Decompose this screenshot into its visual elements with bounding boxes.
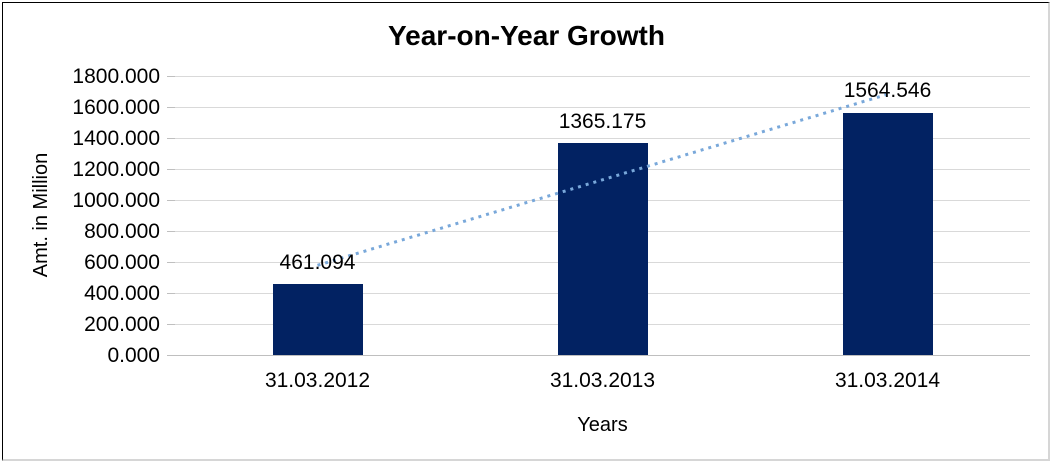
y-axis-tick [167,231,175,232]
y-tick-label: 1800.000 [72,65,160,88]
x-axis-title: Years [577,414,628,436]
bar-31.03.2014 [842,112,933,355]
data-label: 461.094 [279,250,356,274]
y-tick-label: 1600.000 [72,96,160,119]
y-tick-label: 200.000 [84,313,160,336]
y-axis-tick [167,107,175,108]
y-tick-label: 400.000 [84,282,160,305]
data-label: 1564.546 [843,79,932,103]
gridline [175,107,1030,108]
chart-title: Year-on-Year Growth [388,20,665,51]
y-tick-label: 800.000 [84,220,160,243]
gridline [175,76,1030,77]
y-tick-label: 0.000 [107,344,160,367]
y-axis-tick [167,200,175,201]
x-tick-label: 31.03.2012 [264,369,371,392]
x-tick-label: 31.03.2013 [549,369,656,392]
y-axis-tick [167,293,175,294]
data-label: 1365.175 [558,110,647,134]
y-axis-tick [167,262,175,263]
y-tick-label: 600.000 [84,251,160,274]
y-axis-tick [167,355,175,356]
x-axis-line [175,355,1030,356]
y-axis-tick [167,76,175,77]
y-axis-tick [167,138,175,139]
y-tick-label: 1000.000 [72,189,160,212]
y-tick-label: 1400.000 [72,127,160,150]
y-axis-tick [167,169,175,170]
bar-31.03.2012 [272,283,363,355]
bar-31.03.2013 [557,143,648,355]
y-axis-tick [167,324,175,325]
x-tick-label: 31.03.2014 [834,369,941,392]
y-tick-label: 1200.000 [72,158,160,181]
